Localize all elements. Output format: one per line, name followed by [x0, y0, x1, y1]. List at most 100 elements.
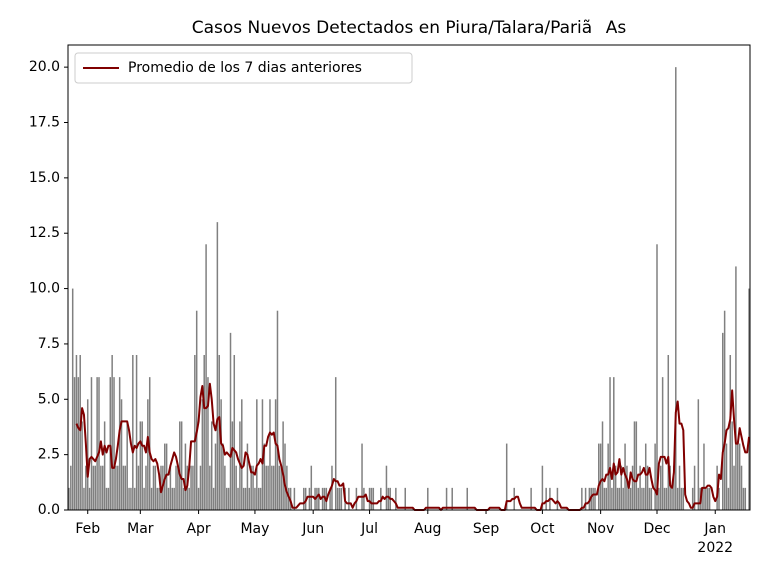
bar [530, 487, 532, 510]
bar [451, 487, 453, 510]
bar [622, 487, 624, 510]
bar [194, 355, 196, 510]
bar [680, 487, 683, 510]
bar [609, 377, 611, 510]
bar [154, 465, 157, 510]
bar [171, 487, 174, 510]
bar [133, 487, 136, 510]
x-tick-label: Feb [75, 521, 101, 537]
bar [740, 465, 743, 510]
bar [179, 421, 181, 510]
bar [705, 487, 707, 510]
bar [658, 487, 660, 510]
bar [274, 399, 277, 510]
bar [303, 487, 305, 510]
bar [737, 443, 739, 510]
y-tick-label: 5.0 [38, 391, 60, 407]
bar [631, 465, 634, 510]
y-tick-label: 10.0 [29, 281, 60, 297]
bar [107, 487, 110, 510]
bar [706, 487, 709, 510]
bar [218, 355, 220, 510]
bar [348, 487, 350, 510]
bar [85, 465, 87, 510]
bar [252, 465, 254, 510]
bar [611, 487, 613, 510]
bar [308, 487, 311, 510]
bar [128, 487, 130, 510]
bar [188, 487, 190, 510]
bar [633, 421, 636, 510]
bar [693, 465, 696, 510]
bar [210, 421, 213, 510]
bar [329, 487, 331, 510]
bar [598, 443, 600, 510]
bar [94, 465, 96, 510]
x-tick-label: May [240, 521, 270, 537]
bar [321, 487, 324, 510]
bar [310, 465, 313, 510]
bar [368, 487, 371, 510]
bar [73, 377, 76, 510]
bar [445, 487, 448, 510]
bar [395, 487, 397, 510]
bar [723, 310, 726, 510]
x-tick-label: Aug [414, 521, 442, 537]
x-tick-label: Oct [530, 521, 555, 537]
bar [109, 377, 112, 510]
bar [105, 487, 108, 510]
bar [372, 487, 375, 510]
bar [102, 465, 104, 510]
bar [209, 465, 211, 510]
bar [113, 377, 115, 510]
bar [584, 487, 587, 510]
bar [81, 421, 83, 510]
bar [648, 487, 651, 510]
bar [505, 443, 508, 510]
bar [671, 487, 673, 510]
x-tick-label: Dec [643, 521, 671, 537]
bar [148, 377, 151, 510]
bar [599, 443, 602, 510]
bar [673, 465, 675, 510]
bar [184, 443, 187, 510]
bar [92, 465, 95, 510]
bar [71, 288, 74, 510]
bar [594, 487, 596, 510]
bar [703, 443, 705, 510]
bar [556, 487, 559, 510]
bar [203, 355, 205, 510]
bar [644, 443, 647, 510]
bar [224, 465, 226, 510]
bar [607, 443, 609, 510]
bar [735, 266, 737, 510]
bar [173, 487, 175, 510]
y-tick-label: 7.5 [38, 336, 60, 352]
bar [167, 487, 170, 510]
plot-frame [67, 44, 751, 511]
bar [96, 377, 98, 510]
y-tick-label: 12.5 [29, 225, 60, 241]
bar [214, 443, 217, 510]
bar [718, 487, 720, 510]
bar [227, 487, 230, 510]
bar [267, 465, 269, 510]
x-tick-label: Nov [586, 521, 615, 537]
bar [190, 465, 192, 510]
bar [201, 399, 204, 510]
bar [626, 465, 628, 510]
x-tick-label: Sep [472, 521, 500, 537]
bar [103, 421, 106, 510]
bar [691, 487, 694, 510]
bar [115, 465, 117, 510]
bar [654, 443, 656, 510]
bar [646, 465, 649, 510]
bar [334, 377, 337, 510]
bar [667, 355, 670, 510]
chart-title: Casos Nuevos Detectados en Piura/Talara/… [192, 18, 627, 38]
bar [199, 465, 202, 510]
bar [318, 487, 320, 510]
bar [150, 487, 153, 510]
bar [635, 421, 638, 510]
bar [126, 421, 128, 510]
